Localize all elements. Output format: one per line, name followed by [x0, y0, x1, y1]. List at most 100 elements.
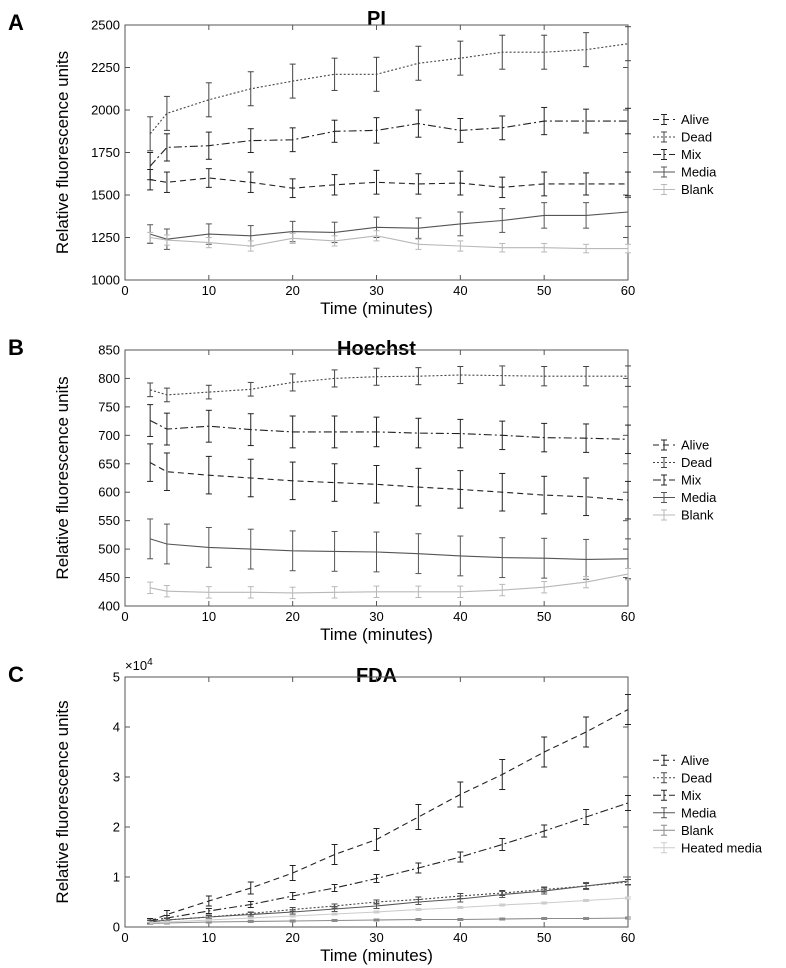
- legend-item: Blank: [653, 508, 714, 523]
- x-tick-label: 40: [453, 283, 467, 298]
- x-tick-label: 30: [369, 283, 383, 298]
- x-tick-label: 0: [121, 283, 128, 298]
- legend: Alive Dead Mix Media Blank: [653, 438, 717, 523]
- legend-label: Blank: [681, 182, 714, 197]
- series-line: [149, 462, 629, 501]
- y-tick-label: 600: [98, 485, 120, 500]
- series-blank: [147, 567, 631, 600]
- series-alive: [147, 168, 631, 199]
- legend-item: Media: [653, 490, 717, 505]
- series-alive: [147, 694, 631, 924]
- y-tick-label: 5: [113, 670, 120, 685]
- series-alive: [147, 443, 631, 520]
- x-tick-label: 20: [285, 930, 299, 945]
- x-tick-label: 60: [621, 930, 635, 945]
- y-tick-label: 1: [113, 870, 120, 885]
- y-multiplier: ×104: [125, 657, 153, 673]
- y-tick-label: 700: [98, 428, 120, 443]
- y-tick-label: 550: [98, 513, 120, 528]
- legend-item: Mix: [653, 473, 702, 488]
- series-line: [150, 211, 629, 240]
- legend-label: Blank: [681, 508, 714, 523]
- legend-label: Dead: [681, 130, 712, 145]
- legend-item: Alive: [653, 438, 709, 453]
- y-axis-label: Relative fluorescence units: [53, 51, 72, 254]
- x-tick-label: 40: [453, 930, 467, 945]
- legend-item: Blank: [653, 182, 714, 197]
- legend-label: Media: [681, 490, 717, 505]
- series-media: [147, 876, 631, 925]
- y-tick-label: 1500: [91, 188, 120, 203]
- x-tick-label: 10: [202, 930, 216, 945]
- x-tick-label: 10: [202, 609, 216, 624]
- legend-label: Heated media: [681, 840, 763, 855]
- legend-item: Mix: [653, 147, 702, 162]
- x-tick-label: 60: [621, 609, 635, 624]
- x-tick-label: 0: [121, 930, 128, 945]
- panel-letter: B: [8, 335, 24, 360]
- legend-item: Alive: [653, 753, 709, 768]
- series-line: [150, 917, 629, 925]
- x-tick-label: 40: [453, 609, 467, 624]
- panel-b: B Hoechst 0 10 20 30 40 50 60 400 450 500 550 600 650 7…: [8, 335, 717, 644]
- legend: Alive Dead Mix Media Blank Heated media: [653, 753, 763, 855]
- series-line: [150, 538, 629, 560]
- y-tick-label: 4: [113, 720, 120, 735]
- legend-item: Alive: [653, 112, 709, 127]
- x-tick-label: 30: [369, 930, 383, 945]
- x-axis-label: Time (minutes): [320, 625, 433, 644]
- legend-label: Dead: [681, 770, 712, 785]
- y-tick-label: 850: [98, 343, 120, 358]
- legend-label: Alive: [681, 112, 709, 127]
- series-blank: [147, 230, 631, 254]
- panel-letter: C: [8, 662, 24, 687]
- legend-label: Dead: [681, 455, 712, 470]
- series-line: [149, 420, 629, 440]
- y-tick-label: 1000: [91, 273, 120, 288]
- legend-label: Alive: [681, 438, 709, 453]
- series-mix: [147, 404, 631, 455]
- legend-item: Heated media: [653, 840, 763, 855]
- y-tick-label: 2000: [91, 103, 120, 118]
- x-tick-label: 10: [202, 283, 216, 298]
- y-tick-label: 1750: [91, 145, 120, 160]
- y-axis-label: Relative fluorescence units: [53, 700, 72, 903]
- legend-label: Mix: [681, 788, 702, 803]
- y-tick-label: 2250: [91, 60, 120, 75]
- y-tick-label: 750: [98, 399, 120, 414]
- x-tick-label: 20: [285, 283, 299, 298]
- legend-label: Alive: [681, 753, 709, 768]
- chart-title: Hoechst: [337, 338, 416, 360]
- legend-item: Dead: [653, 770, 712, 785]
- x-tick-label: 60: [621, 283, 635, 298]
- y-axis-label: Relative fluorescence units: [53, 376, 72, 579]
- legend-item: Media: [653, 165, 717, 180]
- series-line: [150, 880, 629, 923]
- series-media: [147, 197, 631, 250]
- series-line: [150, 235, 628, 250]
- x-tick-label: 50: [537, 283, 551, 298]
- chart-title: FDA: [356, 665, 397, 687]
- panel-letter: A: [8, 10, 24, 35]
- legend-item: Mix: [653, 788, 702, 803]
- x-tick-label: 30: [369, 609, 383, 624]
- legend-label: Blank: [681, 823, 714, 838]
- legend-item: Dead: [653, 130, 712, 145]
- panel-a: A PI0 10 20 30 40 50 60100012501500175020002250…: [8, 8, 717, 318]
- x-tick-label: 50: [537, 609, 551, 624]
- y-tick-label: 0: [113, 920, 120, 935]
- y-tick-label: 800: [98, 371, 120, 386]
- legend-item: Blank: [653, 823, 714, 838]
- x-tick-label: 20: [285, 609, 299, 624]
- series-line: [149, 120, 628, 167]
- x-axis-label: Time (minutes): [320, 299, 433, 318]
- series-line: [149, 43, 629, 135]
- legend-item: Dead: [653, 455, 712, 470]
- y-tick-label: 3: [113, 770, 120, 785]
- y-tick-label: 450: [98, 570, 120, 585]
- x-tick-label: 50: [537, 930, 551, 945]
- y-multiplier-exponent: 4: [147, 657, 153, 668]
- series-mix: [147, 106, 631, 181]
